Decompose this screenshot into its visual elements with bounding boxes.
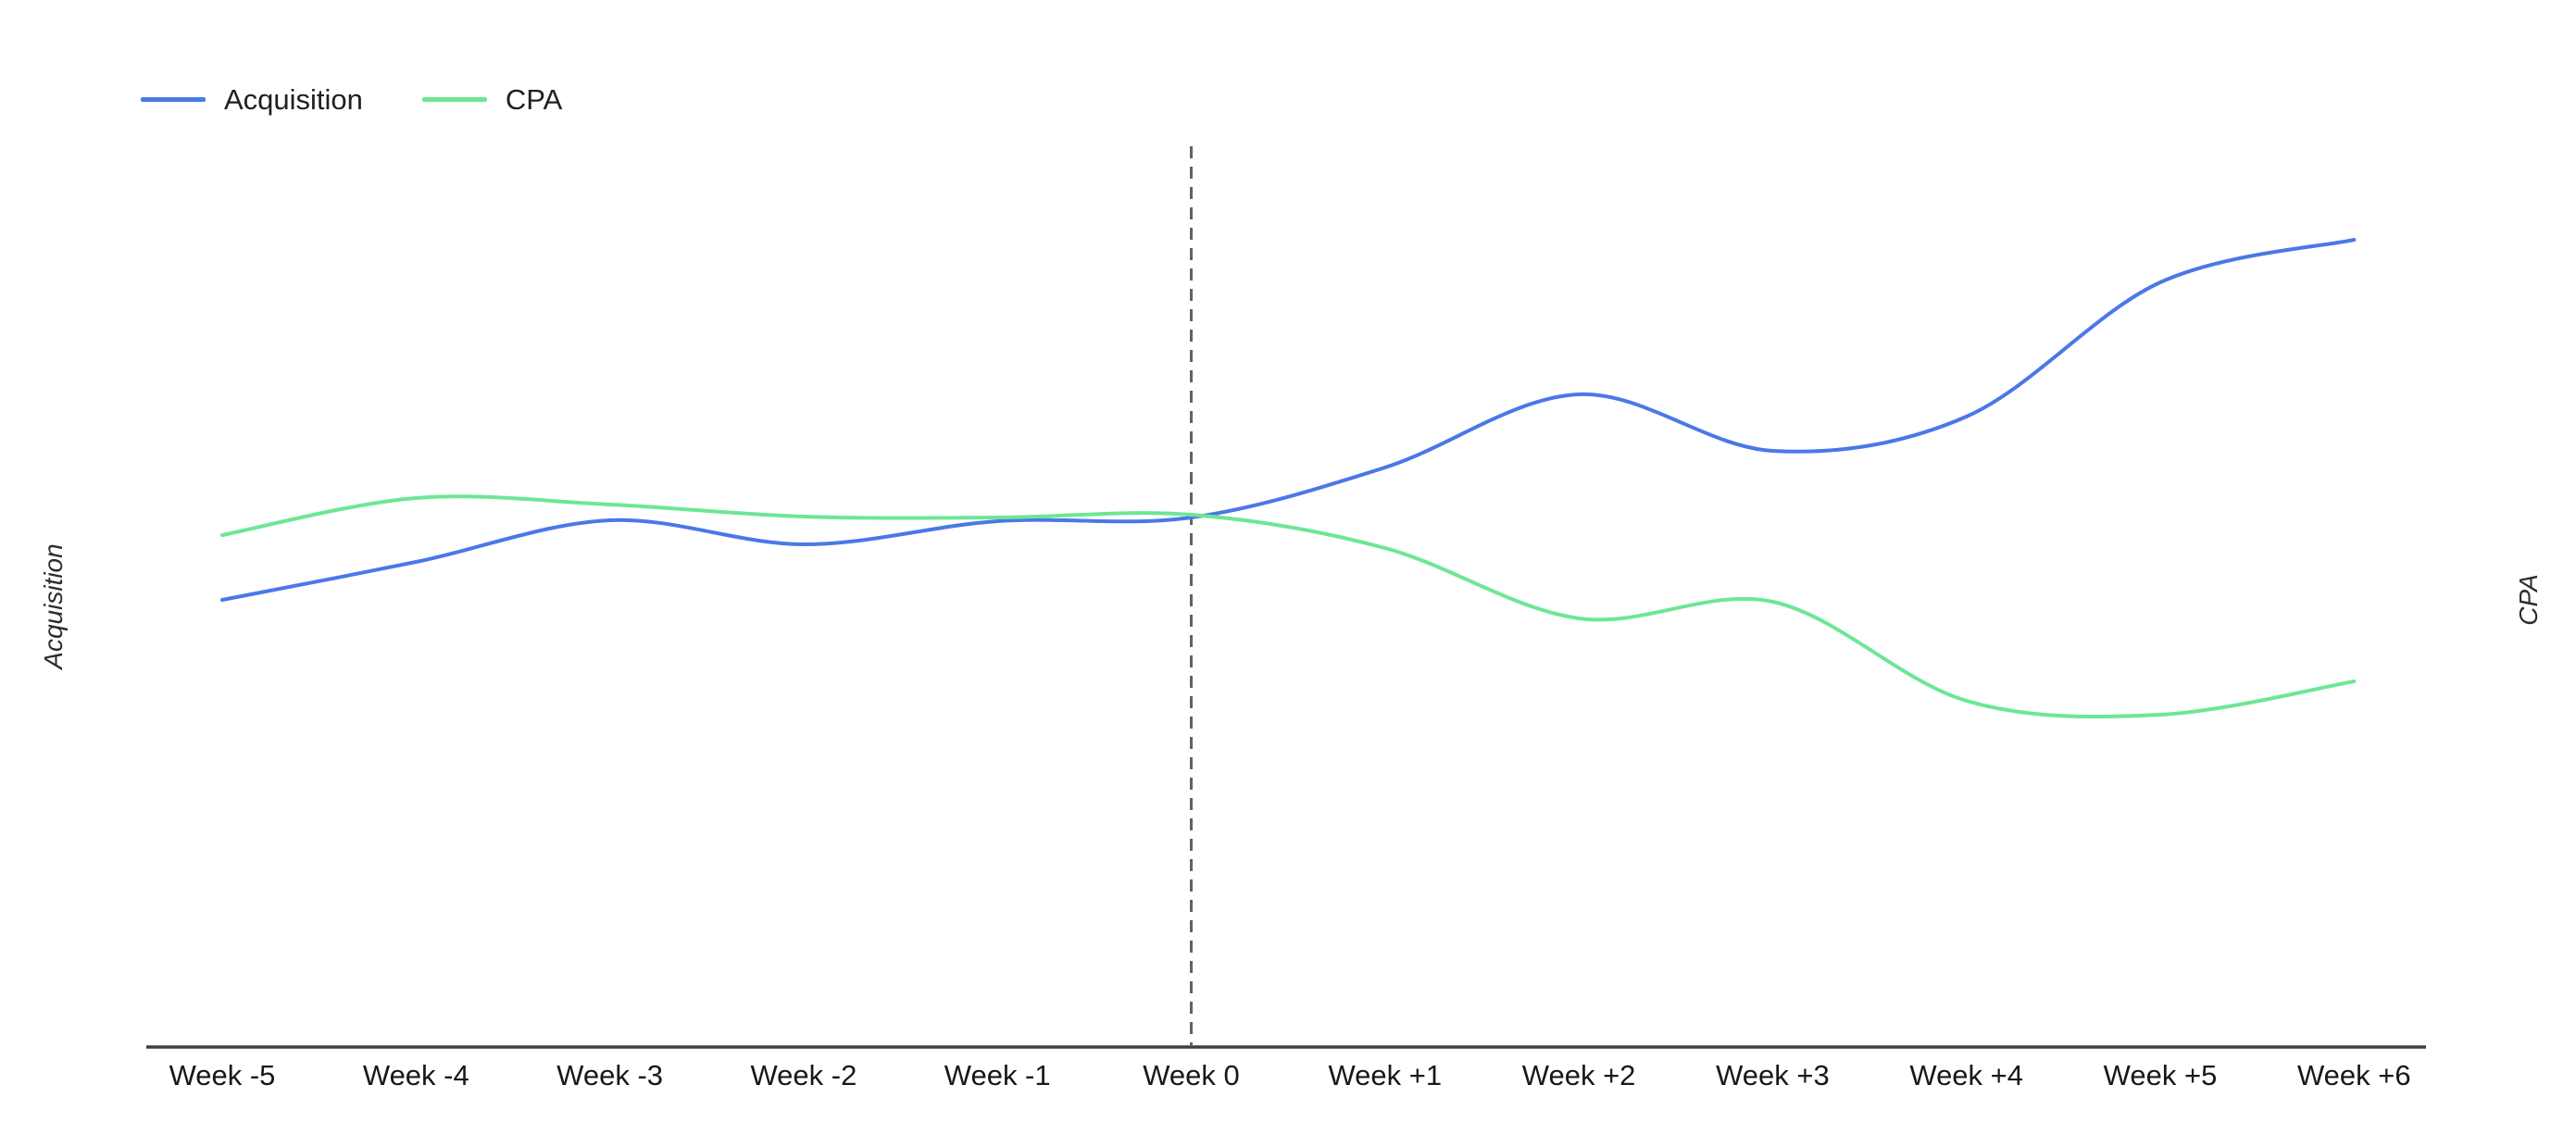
legend-label-acquisition: Acquisition <box>224 83 363 116</box>
legend-item-acquisition[interactable]: Acquisition <box>141 85 363 114</box>
x-tick-label: Week +5 <box>2103 1059 2218 1091</box>
x-tick-label: Week -4 <box>362 1059 469 1091</box>
x-tick-label: Week -3 <box>556 1059 664 1091</box>
legend-label-cpa: CPA <box>505 83 563 116</box>
cpa-line <box>220 494 2357 719</box>
legend-item-cpa[interactable]: CPA <box>421 83 563 116</box>
legend-swatch-cpa <box>421 97 487 102</box>
chart-legend: Acquisition CPA <box>141 85 562 114</box>
acquisition-line <box>220 238 2357 602</box>
x-tick-label: Week -5 <box>169 1059 276 1091</box>
x-tick-label: Week -2 <box>750 1059 857 1091</box>
legend-swatch-acquisition <box>141 97 206 102</box>
x-tick-label: Week +1 <box>1328 1059 1443 1091</box>
x-tick-label: Week +6 <box>2296 1059 2411 1091</box>
x-tick-label: Week +2 <box>1521 1059 1636 1091</box>
x-tick-label: Week -1 <box>944 1059 1051 1091</box>
x-tick-label: Week 0 <box>1143 1059 1240 1091</box>
x-tick-label: Week +3 <box>1716 1059 1830 1091</box>
x-tick-label: Week +4 <box>1909 1059 2024 1091</box>
